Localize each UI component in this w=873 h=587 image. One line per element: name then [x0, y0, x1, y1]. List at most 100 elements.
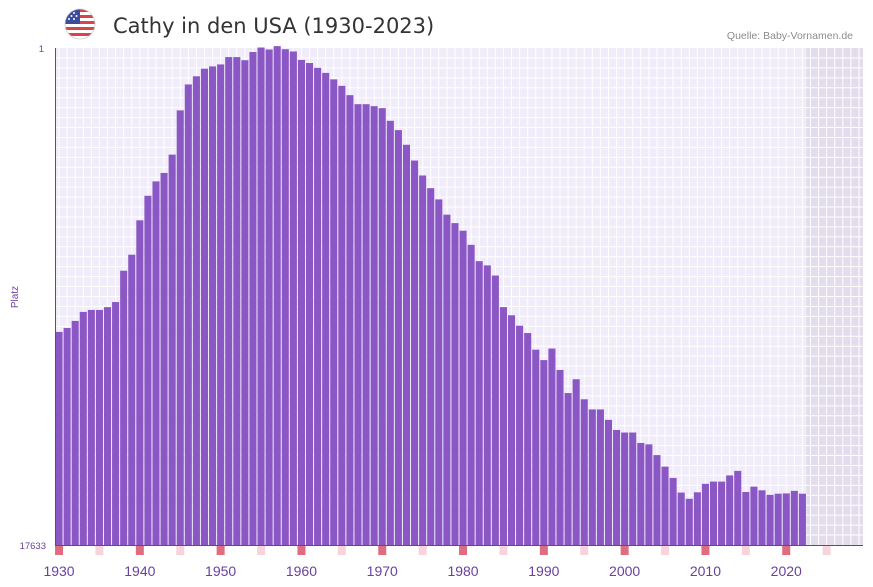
- bar-1955: [257, 47, 265, 545]
- marker-1990: [539, 546, 548, 555]
- bar-1976: [427, 188, 435, 546]
- bar-1996: [588, 409, 596, 545]
- marker-1995: [580, 546, 589, 555]
- bar-2008: [685, 498, 693, 545]
- bar-1993: [564, 393, 572, 545]
- bar-1965: [338, 85, 346, 545]
- bar-1979: [451, 223, 459, 546]
- x-tick-label-1930: 1930: [43, 563, 74, 579]
- bar-2006: [669, 477, 677, 545]
- bar-1948: [200, 68, 209, 545]
- bar-1941: [144, 195, 152, 546]
- bar-1983: [483, 265, 491, 545]
- bar-1987: [516, 325, 524, 545]
- bar-1938: [120, 270, 128, 545]
- bar-2011: [709, 481, 718, 545]
- bar-1967: [354, 104, 362, 545]
- bar-2016: [750, 486, 758, 545]
- bar-1994: [572, 379, 580, 545]
- bar-1969: [370, 106, 378, 545]
- us-flag-icon: [64, 8, 96, 40]
- bar-1984: [491, 275, 499, 545]
- bar-1977: [435, 199, 443, 545]
- x-tick-label-1990: 1990: [528, 563, 559, 579]
- bar-2018: [766, 494, 774, 545]
- bar-1961: [305, 63, 314, 546]
- marker-2015: [741, 546, 750, 555]
- bar-1999: [613, 430, 621, 545]
- bar-1951: [225, 57, 233, 546]
- x-tick-label-1950: 1950: [205, 563, 236, 579]
- bar-1998: [604, 419, 613, 545]
- marker-1980: [459, 546, 468, 555]
- bar-1946: [184, 84, 192, 546]
- bar-1995: [580, 399, 588, 545]
- marker-1975: [418, 546, 427, 555]
- bar-1945: [176, 110, 184, 545]
- bar-2019: [774, 493, 782, 545]
- marker-1950: [216, 546, 225, 555]
- chart-title: Cathy in den USA (1930-2023): [113, 14, 435, 38]
- marker-2025: [822, 546, 831, 555]
- bar-1932: [71, 320, 79, 545]
- marker-1930: [55, 546, 64, 555]
- y-axis-top-label: 1: [39, 44, 44, 55]
- bar-1936: [103, 307, 112, 545]
- bar-1960: [297, 59, 305, 546]
- bar-1940: [136, 220, 144, 545]
- bar-1939: [128, 254, 136, 545]
- bar-1942: [152, 181, 160, 546]
- bar-1943: [160, 172, 168, 545]
- marker-2020: [782, 546, 791, 555]
- bars: [55, 46, 806, 546]
- bar-1990: [540, 360, 548, 545]
- bar-1985: [499, 307, 507, 545]
- marker-1960: [297, 546, 306, 555]
- bar-1980: [459, 230, 467, 546]
- bar-2005: [661, 466, 669, 545]
- x-tick-label-1960: 1960: [286, 563, 317, 579]
- bar-2021: [790, 490, 798, 545]
- bar-1933: [79, 311, 87, 545]
- bar-1959: [289, 51, 297, 545]
- x-tick-label-1940: 1940: [124, 563, 155, 579]
- bar-1944: [168, 154, 176, 545]
- bar-1949: [209, 66, 217, 545]
- decade-markers: [55, 546, 831, 555]
- marker-1940: [135, 546, 144, 555]
- bar-2014: [734, 470, 742, 545]
- bar-1968: [362, 104, 370, 545]
- marker-2010: [701, 546, 710, 555]
- y-axis-bottom-label: 17633: [20, 541, 46, 552]
- x-tick-label-1970: 1970: [367, 563, 398, 579]
- bar-1957: [273, 46, 281, 546]
- bar-1992: [556, 369, 564, 545]
- bar-2020: [782, 493, 790, 545]
- bar-1931: [63, 327, 71, 545]
- bar-1971: [386, 120, 394, 545]
- marker-1935: [95, 546, 104, 555]
- bar-1975: [419, 175, 427, 545]
- bar-2003: [645, 444, 653, 545]
- bar-2012: [718, 481, 726, 545]
- marker-2000: [620, 546, 629, 555]
- bar-1970: [378, 108, 386, 545]
- bar-1956: [265, 49, 273, 546]
- marker-1965: [337, 546, 346, 555]
- bar-1935: [95, 309, 103, 545]
- bar-2001: [629, 432, 637, 545]
- bar-1950: [217, 64, 225, 545]
- bar-1972: [394, 130, 402, 545]
- bar-1974: [411, 160, 419, 546]
- bar-1952: [233, 57, 241, 546]
- bar-1986: [507, 315, 516, 545]
- bar-2010: [701, 483, 709, 545]
- marker-2005: [661, 546, 670, 555]
- marker-1955: [257, 546, 266, 555]
- bar-1934: [87, 309, 95, 545]
- bar-2009: [693, 492, 701, 545]
- x-tick-label-1980: 1980: [447, 563, 478, 579]
- y-axis-title: Platz: [10, 286, 21, 308]
- bar-1997: [596, 409, 604, 545]
